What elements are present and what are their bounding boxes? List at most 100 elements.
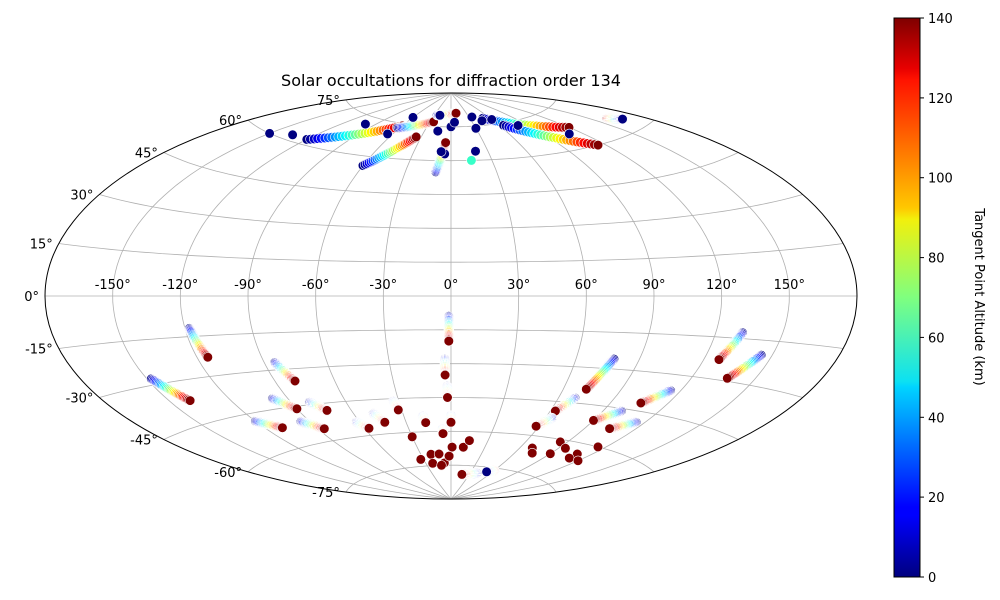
occultation-point xyxy=(482,467,492,477)
longitude-tick-label: 0° xyxy=(444,278,459,293)
longitude-tick-label: 90° xyxy=(642,278,665,293)
latitude-tick-label: 75° xyxy=(317,94,340,109)
occultation-point xyxy=(435,111,445,121)
colorbar-tick-label: 20 xyxy=(928,491,945,506)
occultation-point xyxy=(450,118,460,128)
occultation-point xyxy=(446,418,456,428)
occultation-point xyxy=(561,444,571,454)
longitude-tick-label: 30° xyxy=(507,278,530,293)
occultation-point xyxy=(411,132,421,142)
latitude-tick-label: 0° xyxy=(24,290,39,305)
colorbar: 0 20 40 60 80 100 120 140 Tangent Point Altitud… xyxy=(894,12,986,586)
latitude-tick-label: 45° xyxy=(135,147,158,162)
colorbar-ticks: 0 20 40 60 80 100 120 140 xyxy=(920,12,953,586)
occultation-point xyxy=(383,129,393,139)
occultation-point xyxy=(714,355,724,365)
longitude-tick-label: -120° xyxy=(162,278,198,293)
occultation-point xyxy=(437,461,447,471)
latitude-tick-label: -75° xyxy=(312,486,340,501)
longitude-tick-label: -90° xyxy=(234,278,262,293)
chart-title: Solar occultations for diffraction order… xyxy=(281,71,621,90)
occultation-point xyxy=(408,113,418,123)
occultation-point xyxy=(527,448,537,458)
occultation-point xyxy=(361,119,371,129)
latitude-tick-label: 15° xyxy=(30,238,53,253)
colorbar-tick-label: 100 xyxy=(928,172,953,187)
occultation-point xyxy=(477,116,487,126)
occultation-point xyxy=(582,384,592,394)
occultation-point xyxy=(443,393,453,403)
occultation-point xyxy=(438,429,448,439)
occultation-point xyxy=(421,418,431,428)
data-marks xyxy=(147,108,766,479)
occultation-point xyxy=(467,112,477,122)
longitude-tick-labels: -150° -120° -90° -60° -30° 0° 30° 60° 90° 120° 150… xyxy=(95,278,805,293)
occultation-point xyxy=(565,129,575,139)
latitude-tick-label: -45° xyxy=(130,434,158,449)
colorbar-tick-label: 0 xyxy=(928,571,936,586)
occultation-point xyxy=(203,352,213,362)
occultation-point xyxy=(546,449,556,459)
colorbar-tick-label: 80 xyxy=(928,252,945,267)
longitude-tick-label: 120° xyxy=(706,278,737,293)
occultation-point xyxy=(573,456,583,466)
occultation-point xyxy=(465,436,475,446)
latitude-tick-label: 60° xyxy=(219,114,242,129)
occultation-point xyxy=(565,453,575,463)
colorbar-tick-label: 140 xyxy=(928,12,953,27)
longitude-tick-label: 60° xyxy=(575,278,598,293)
latitude-tick-label: -30° xyxy=(66,392,94,407)
latitude-tick-labels: 75° 60° 45° 30° 15° 0° -15° -30° -45° -60° -75° xyxy=(24,94,340,501)
occultation-point xyxy=(185,396,195,406)
occultation-point xyxy=(636,398,646,408)
colorbar-tick-label: 60 xyxy=(928,331,945,346)
occultation-point xyxy=(292,404,302,414)
occultation-point xyxy=(618,114,628,124)
occultation-point xyxy=(605,424,615,434)
longitude-tick-label: -30° xyxy=(369,278,397,293)
occultation-point xyxy=(531,421,541,431)
occultation-point xyxy=(467,156,477,166)
occultation-point xyxy=(451,108,461,118)
occultation-point xyxy=(436,147,446,157)
occultation-point xyxy=(433,126,443,136)
occultation-point xyxy=(593,140,603,150)
occultation-point xyxy=(471,146,481,156)
occultation-point xyxy=(589,416,599,426)
occultation-point xyxy=(416,455,426,465)
occultation-point xyxy=(513,121,523,131)
occultation-point xyxy=(380,418,390,428)
latitude-tick-label: -15° xyxy=(25,343,53,358)
occultation-point xyxy=(265,129,275,139)
latitude-tick-label: -60° xyxy=(214,466,242,481)
occultation-point xyxy=(320,424,330,434)
occultation-point xyxy=(457,470,467,480)
colorbar-tick-label: 40 xyxy=(928,411,945,426)
occultation-point xyxy=(364,424,374,434)
longitude-tick-label: -150° xyxy=(95,278,131,293)
colorbar-label: Tangent Point Altitude (km) xyxy=(971,207,986,385)
occultation-point xyxy=(428,459,438,469)
occultation-point xyxy=(440,370,450,380)
occultation-point xyxy=(290,376,300,386)
occultation-point xyxy=(444,451,454,461)
longitude-tick-label: 150° xyxy=(774,278,805,293)
occultation-point xyxy=(322,406,332,416)
occultation-point xyxy=(288,130,298,140)
occultation-point xyxy=(394,405,404,415)
occultation-point xyxy=(441,138,451,148)
occultation-point xyxy=(278,423,288,433)
map-grid xyxy=(45,93,857,499)
occultation-point xyxy=(434,449,444,459)
colorbar-tick-label: 120 xyxy=(928,92,953,107)
occultation-point xyxy=(487,115,497,125)
colorbar-scale xyxy=(894,18,920,577)
occultation-point xyxy=(593,442,603,452)
occultation-point xyxy=(407,432,417,442)
occultation-point xyxy=(444,336,454,346)
longitude-tick-label: -60° xyxy=(302,278,330,293)
occultation-point xyxy=(723,374,733,384)
latitude-tick-label: 30° xyxy=(70,189,93,204)
occultation-point xyxy=(447,442,457,452)
